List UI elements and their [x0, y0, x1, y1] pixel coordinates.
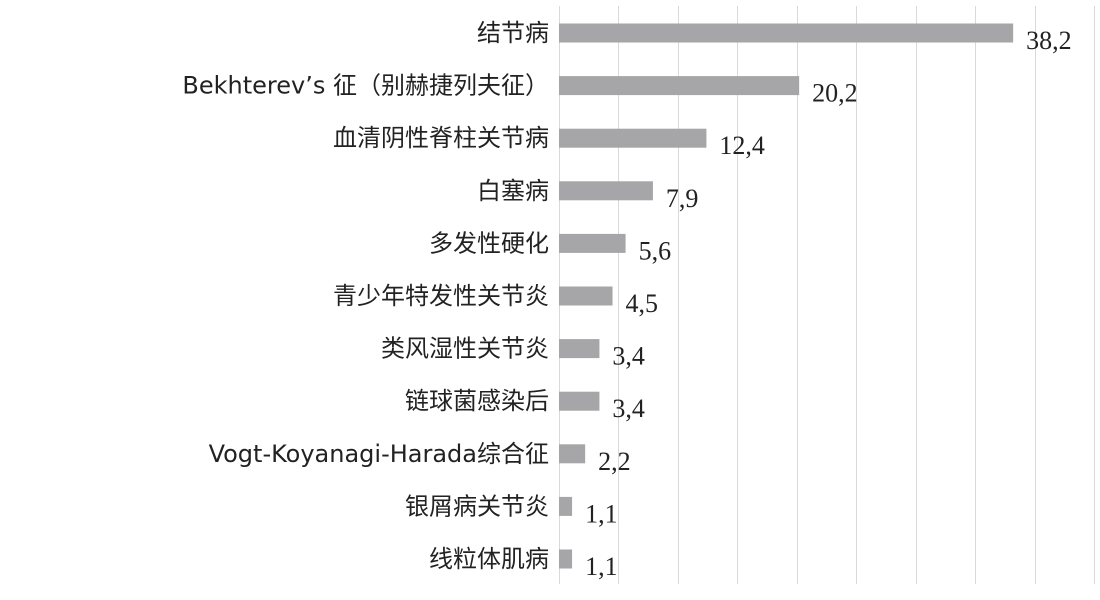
- data-label: 1,1: [585, 499, 618, 528]
- data-label: 20,2: [812, 79, 858, 108]
- category-label: 线粒体肌病: [429, 545, 549, 573]
- data-label: 7,9: [666, 184, 699, 213]
- bars: [559, 23, 1014, 569]
- data-label: 38,2: [1026, 26, 1072, 55]
- category-label: 血清阴性脊柱关节病: [333, 124, 549, 152]
- data-label: 3,4: [612, 342, 645, 371]
- bar: [559, 444, 586, 464]
- labels: 结节病 38,2 Bekhterev’s 征（别赫捷列夫征） 20,2 血清阴性脊柱关节…: [182, 19, 1071, 581]
- data-label: 4,5: [626, 289, 659, 318]
- category-label: 白塞病: [477, 177, 549, 205]
- category-label: 链球菌感染后: [405, 387, 549, 415]
- category-label: 银屑病关节炎: [405, 492, 549, 520]
- bar: [559, 181, 653, 201]
- bar: [559, 391, 600, 411]
- category-label: Bekhterev’s 征（别赫捷列夫征）: [182, 72, 549, 100]
- data-label: 12,4: [719, 131, 765, 160]
- data-label: 5,6: [639, 236, 672, 265]
- bar: [559, 549, 573, 569]
- bar: [559, 76, 800, 96]
- bar: [559, 286, 613, 306]
- category-label: 青少年特发性关节炎: [333, 282, 549, 310]
- category-label: 多发性硬化: [429, 229, 549, 257]
- bar: [559, 339, 600, 359]
- bar: [559, 128, 707, 148]
- category-label: 结节病: [477, 19, 549, 47]
- data-label: 3,4: [612, 394, 645, 423]
- bar: [559, 496, 573, 516]
- data-label: 2,2: [598, 447, 631, 476]
- category-label: 类风湿性关节炎: [381, 335, 549, 363]
- data-label: 1,1: [585, 552, 618, 581]
- bar: [559, 23, 1014, 43]
- category-label: Vogt-Koyanagi-Harada综合征: [209, 440, 549, 468]
- bar: [559, 233, 626, 253]
- gridlines: [559, 6, 1095, 584]
